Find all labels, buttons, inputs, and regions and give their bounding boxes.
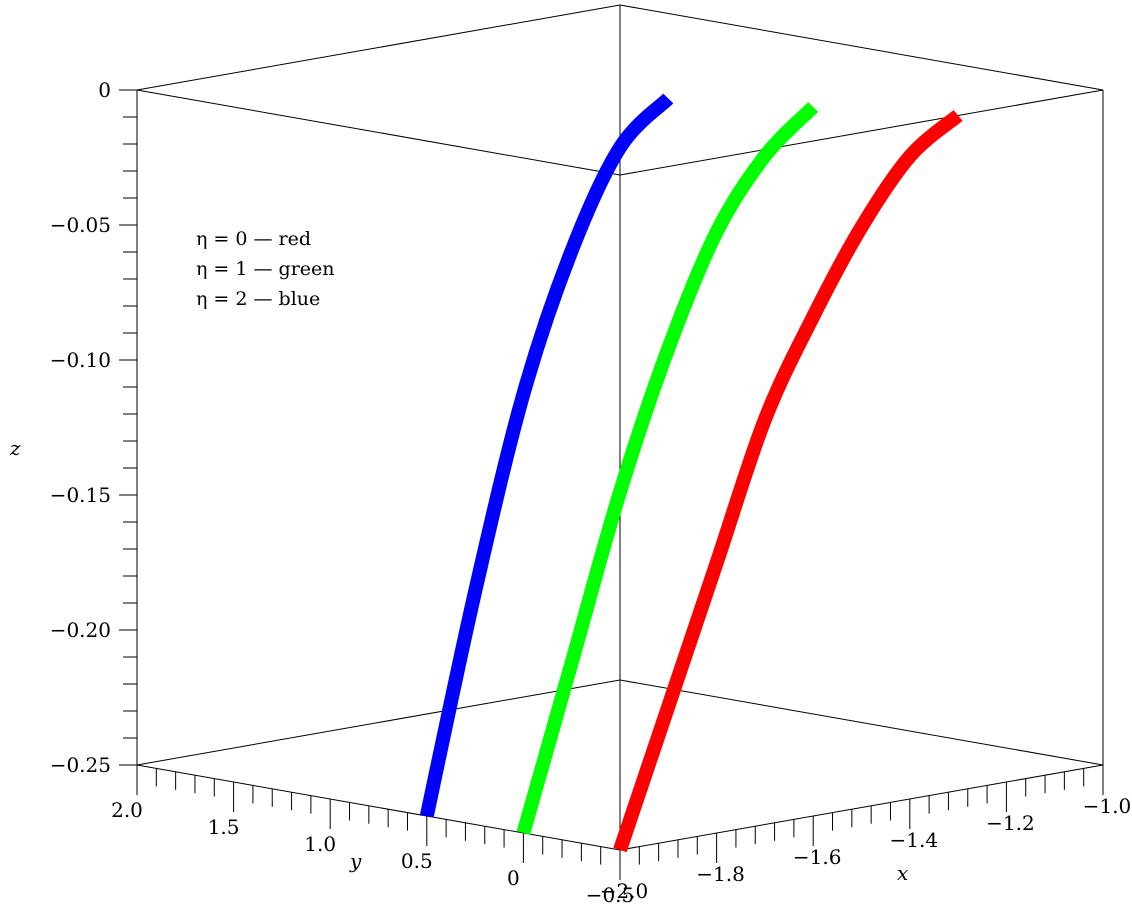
z-tick-label: −0.05 [50, 213, 111, 237]
x-axis-label: x [897, 861, 908, 885]
y-tick-label: 1.0 [304, 832, 336, 856]
z-tick-label: −0.20 [50, 618, 111, 642]
frame-edge [136, 4, 621, 91]
frame-edge [619, 764, 1104, 851]
legend-entry-green: η = 1 — green [196, 258, 335, 280]
y-tick-label: 0.5 [401, 849, 433, 873]
x-tick-label: −1.6 [793, 845, 842, 869]
y-tick-label: 2.0 [111, 798, 143, 822]
legend-entry-red: η = 0 — red [196, 228, 311, 250]
z-tick-label: −0.10 [50, 348, 111, 372]
y-tick-label: 0 [507, 866, 520, 890]
x-tick-label: −1.0 [1083, 794, 1132, 818]
series-curve-1 [516, 102, 819, 835]
bounding-box [136, 4, 1104, 851]
x-tick-label: −1.4 [890, 828, 939, 852]
frame-edge [136, 764, 621, 851]
y-tick-label: −0.5 [586, 883, 635, 907]
legend: η = 0 — red η = 1 — green η = 2 — blue [196, 228, 335, 310]
z-tick-label: 0 [98, 78, 111, 102]
z-tick-label: −0.15 [50, 483, 111, 507]
y-axis-label: y [349, 849, 362, 873]
tick-labels: −0.25 −0.20 −0.15 −0.10 −0.05 0 −0.5 0 0.5 1.0 1.5… [50, 78, 1132, 907]
frame-edge [136, 679, 621, 766]
x-tick-label: −1.2 [986, 811, 1035, 835]
series-curves [419, 93, 963, 853]
frame-edge [619, 4, 1104, 91]
z-tick-label: −0.25 [50, 753, 111, 777]
frame-edge [619, 89, 1104, 176]
z-axis-label: z [9, 436, 21, 460]
series-curve-0 [613, 110, 963, 853]
frame-edge [619, 679, 1104, 766]
y-tick-label: 1.5 [208, 815, 240, 839]
series-curve-2 [419, 93, 674, 818]
legend-entry-blue: η = 2 — blue [196, 288, 320, 310]
x-tick-label: −2.0 [600, 879, 649, 903]
x-tick-label: −1.8 [696, 862, 745, 886]
frame-edge [136, 89, 621, 176]
axis-ticks [119, 89, 1104, 880]
